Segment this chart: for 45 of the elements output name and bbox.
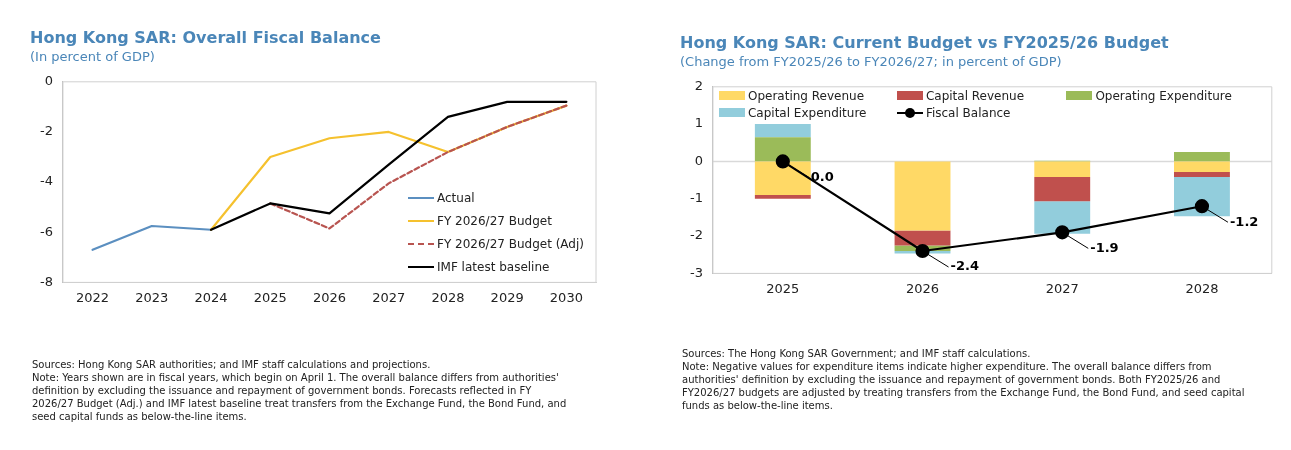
x-tick-label: 2025	[766, 280, 800, 296]
x-tick-label: 2029	[490, 289, 524, 305]
y-tick-label: -2	[689, 227, 703, 243]
data-label: 0.0	[810, 168, 834, 184]
x-tick-label: 2028	[1185, 280, 1219, 296]
chart-subtitle: (In percent of GDP)	[30, 49, 156, 64]
legend-label: FY 2026/27 Budget	[437, 214, 552, 229]
y-tick-label: 1	[694, 115, 703, 131]
chart-title: Hong Kong SAR: Overall Fiscal Balance	[30, 28, 382, 47]
x-tick-label: 2022	[76, 289, 110, 305]
x-tick-label: 2026	[312, 289, 347, 305]
x-tick-label: 2025	[253, 289, 287, 305]
y-tick-label: -6	[39, 223, 53, 239]
x-tick-label: 2027	[372, 289, 406, 305]
legend-label: Fiscal Balance	[925, 105, 1011, 120]
legend-label: Operating Expenditure	[1095, 88, 1232, 103]
y-tick-label: -4	[39, 173, 53, 189]
y-tick-label: -2	[39, 123, 53, 139]
text: Note: Years shown are in fiscal years, which begin on April 1. The overall balance differs from authorities' definition by excluding the issuance and repayment of government bonds. Forecasts reflected in FY 2026/27 Budget (Adj.) and IMF latest baseline treat transfers from the Exchange Fund, the Bond Fund, and seed capital funds as below-the-line items.	[32, 371, 568, 423]
legend-label: Operating Revenue	[747, 88, 865, 103]
x-tick-label: 2024	[194, 289, 228, 305]
y-tick-label: 0	[44, 73, 53, 89]
x-tick-label: 2023	[135, 289, 169, 305]
legend-label: IMF latest baseline	[437, 260, 550, 275]
source-note: Sources: The Hong Kong SAR Government; and IMF staff calculations.	[682, 347, 1032, 360]
y-tick-label: -3	[689, 264, 703, 280]
legend-label: FY 2026/27 Budget (Adj)	[437, 237, 584, 252]
x-tick-label: 2028	[431, 289, 465, 305]
legend-label: Capital Expenditure	[747, 105, 867, 120]
text: Note: Negative values for expenditure items indicate higher expenditure. The overall balance differs from authorities' definition by excluding the issuance and repayment of government bonds. Both FY2025/26 and FY2026/27 budgets are adjusted by treating transfers from the Exchange Fund, the Bond Fund, and seed capital funds as below-the-line items.	[682, 360, 1246, 412]
data-label: -1.2	[1229, 213, 1259, 229]
chart-title: Hong Kong SAR: Current Budget vs FY2025/26 Budget	[680, 33, 1170, 52]
y-tick-label: -8	[39, 273, 53, 289]
y-tick-label: 2	[694, 78, 703, 94]
data-label: -2.4	[950, 258, 979, 274]
x-tick-label: 2030	[549, 289, 583, 305]
source-note: Sources: Hong Kong SAR authorities; and IMF staff calculations and projections.	[32, 358, 432, 371]
legend-label: Capital Revenue	[925, 88, 1025, 103]
x-tick-label: 2026	[905, 280, 940, 296]
chart-subtitle: (Change from FY2025/26 to FY2026/27; in percent of GDP)	[680, 54, 1063, 69]
data-label: -1.9	[1090, 239, 1119, 255]
y-tick-label: -1	[689, 190, 703, 206]
y-tick-label: 0	[694, 152, 703, 168]
x-tick-label: 2027	[1045, 280, 1079, 296]
legend-label: Actual	[437, 191, 475, 206]
